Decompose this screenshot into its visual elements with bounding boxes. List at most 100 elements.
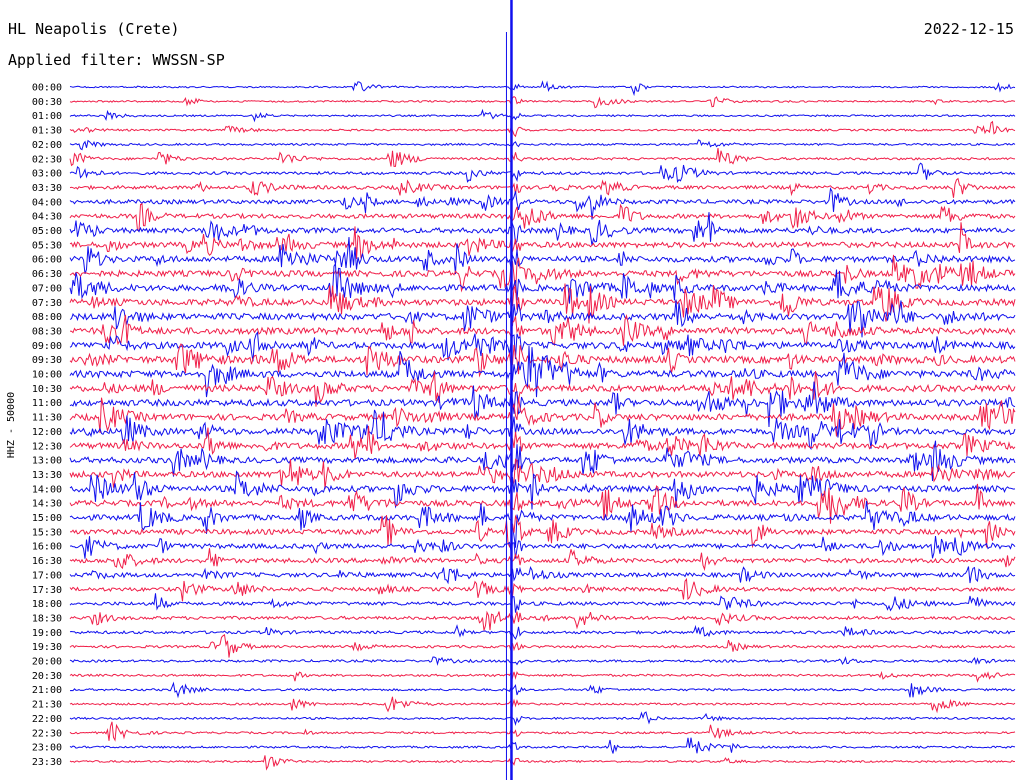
filter-label: Applied filter: WWSSN-SP: [8, 51, 225, 69]
row-time-label: 05:30: [32, 240, 62, 251]
seismic-trace-row: [69, 458, 1016, 490]
row-time-label: 03:30: [32, 183, 62, 194]
row-time-label: 10:30: [32, 384, 62, 395]
seismic-trace-row: [69, 425, 1016, 460]
row-time-label: 02:00: [32, 140, 62, 151]
seismic-trace-row: [69, 670, 1016, 683]
row-time-label: 07:00: [32, 283, 62, 294]
row-time-label: 02:30: [32, 154, 62, 165]
seismic-trace-row: [69, 711, 1016, 727]
row-time-label: 00:30: [32, 97, 62, 108]
row-time-label: 08:00: [32, 312, 62, 323]
seismic-trace-row: [69, 593, 1016, 613]
seismic-trace-row: [69, 548, 1016, 572]
row-time-label: 21:00: [32, 685, 62, 696]
row-time-label: 21:30: [32, 700, 62, 711]
row-time-label: 12:00: [32, 427, 62, 438]
seismic-trace-row: [69, 500, 1016, 548]
seismic-trace-row: [69, 345, 1016, 398]
seismic-trace-row: [69, 397, 1016, 437]
row-time-label: 15:00: [32, 513, 62, 524]
row-label-group: 00:00 00:30 01:00 01:30 02:00 02:30 03:00 03:30…: [32, 83, 62, 768]
seismic-trace-row: [69, 696, 1016, 714]
seismic-trace-row: [69, 514, 1016, 549]
row-time-label: 09:00: [32, 341, 62, 352]
row-time-label: 10:00: [32, 370, 62, 381]
seismic-trace-row: [69, 254, 1016, 293]
seismic-trace-row: [69, 108, 1016, 123]
row-time-label: 03:00: [32, 169, 62, 180]
row-time-label: 11:00: [32, 398, 62, 409]
seismic-trace-row: [69, 633, 1016, 658]
seismic-trace-row: [69, 331, 1016, 362]
seismic-trace-row: [69, 737, 1016, 754]
seismic-trace-row: [69, 262, 1016, 304]
seismic-trace-row: [69, 483, 1016, 524]
seismic-trace-row: [69, 299, 1016, 338]
row-time-label: 14:00: [32, 484, 62, 495]
seismic-trace-row: [69, 371, 1016, 407]
seismic-trace-row: [69, 283, 1016, 324]
seismic-trace-row: [69, 148, 1016, 167]
seismic-trace-row: [69, 314, 1016, 347]
seismic-trace-row: [69, 565, 1016, 585]
row-time-label: 04:00: [32, 197, 62, 208]
row-time-label: 04:30: [32, 212, 62, 223]
seismic-trace-row: [69, 177, 1016, 198]
seismic-trace-row: [69, 381, 1016, 428]
seismic-trace-row: [69, 470, 1016, 510]
row-time-label: 17:30: [32, 585, 62, 596]
seismic-trace-row: [69, 139, 1016, 151]
seismic-trace-row: [69, 222, 1016, 260]
row-time-label: 22:30: [32, 728, 62, 739]
row-time-label: 22:00: [32, 714, 62, 725]
seismic-trace-row: [69, 120, 1016, 138]
row-time-label: 07:30: [32, 298, 62, 309]
seismic-trace-row: [69, 721, 1016, 742]
seismic-trace-row: [69, 237, 1016, 275]
row-time-label: 13:00: [32, 456, 62, 467]
chart-date: 2022-12-15: [923, 20, 1014, 38]
seismic-trace-row: [69, 610, 1016, 631]
seismic-trace-row: [69, 80, 1016, 97]
seismic-trace-row: [69, 656, 1016, 666]
row-time-label: 18:00: [32, 599, 62, 610]
row-time-label: 20:00: [32, 657, 62, 668]
row-time-label: 17:00: [32, 570, 62, 581]
row-time-label: 18:30: [32, 613, 62, 624]
seismic-trace-row: [69, 203, 1016, 232]
trace-group: [69, 80, 1016, 771]
row-time-label: 16:00: [32, 542, 62, 553]
seismic-trace-row: [69, 681, 1016, 699]
row-time-label: 15:30: [32, 527, 62, 538]
seismic-trace-row: [69, 212, 1016, 246]
row-time-label: 09:30: [32, 355, 62, 366]
seismic-trace-row: [69, 440, 1016, 482]
seismic-trace-row: [69, 624, 1015, 640]
row-time-label: 06:00: [32, 255, 62, 266]
row-time-label: 08:30: [32, 326, 62, 337]
seismic-trace-row: [69, 755, 1016, 771]
row-time-label: 01:30: [32, 126, 62, 137]
row-time-label: 14:30: [32, 499, 62, 510]
row-time-label: 12:30: [32, 441, 62, 452]
row-time-label: 23:00: [32, 743, 62, 754]
y-axis-label: HHZ - 50000: [6, 392, 17, 458]
seismic-trace-row: [69, 162, 1016, 184]
seismic-trace-row: [69, 187, 1016, 220]
seismic-trace-row: [69, 95, 1016, 109]
row-time-label: 00:00: [32, 83, 62, 94]
row-time-label: 23:30: [32, 757, 62, 768]
row-time-label: 19:00: [32, 628, 62, 639]
row-time-label: 19:30: [32, 642, 62, 653]
station-title: HL Neapolis (Crete): [8, 20, 180, 38]
row-time-label: 06:30: [32, 269, 62, 280]
row-time-label: 13:30: [32, 470, 62, 481]
seismic-trace-row: [69, 536, 1016, 559]
seismic-trace-row: [69, 577, 1016, 602]
row-time-label: 05:00: [32, 226, 62, 237]
seismic-trace-row: [69, 409, 1016, 451]
row-time-label: 20:30: [32, 671, 62, 682]
row-time-label: 11:30: [32, 413, 62, 424]
row-time-label: 16:30: [32, 556, 62, 567]
